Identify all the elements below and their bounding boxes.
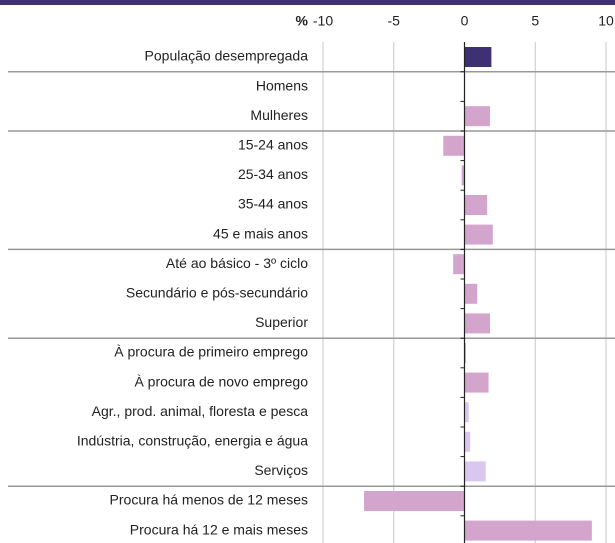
category-label: 25-34 anos	[238, 166, 308, 182]
bar	[464, 461, 486, 482]
bar	[453, 254, 465, 275]
category-label: À procura de novo emprego	[134, 373, 308, 389]
x-tick-label: 0	[461, 13, 469, 29]
x-tick-label: 10	[598, 13, 614, 29]
category-label: Serviços	[254, 462, 308, 478]
category-label: População desempregada	[145, 48, 309, 64]
bar	[464, 106, 490, 127]
category-label: 45 e mais anos	[213, 225, 308, 241]
x-tick-label: -10	[313, 13, 333, 29]
category-label: Superior	[255, 314, 308, 330]
category-label: Agr., prod. animal, floresta e pesca	[92, 403, 309, 419]
category-label: 15-24 anos	[238, 137, 308, 153]
bar	[464, 195, 488, 215]
x-tick-label: -5	[388, 13, 401, 29]
category-label: À procura de primeiro emprego	[114, 344, 308, 360]
category-label: Procura há 12 e mais meses	[130, 521, 308, 537]
category-label: 35-44 anos	[238, 196, 308, 212]
bar	[461, 165, 465, 186]
bar	[464, 431, 471, 452]
bar	[464, 343, 466, 363]
category-label: Secundário e pós-secundário	[126, 285, 308, 301]
category-label: Procura há menos de 12 meses	[110, 492, 308, 508]
bar	[464, 402, 469, 423]
bar	[443, 135, 465, 156]
category-label: Indústria, construção, energia e água	[77, 433, 308, 449]
category-label: Homens	[256, 77, 308, 93]
bar	[464, 283, 478, 304]
bar	[464, 224, 493, 245]
category-label: Mulheres	[250, 107, 308, 123]
bar	[464, 313, 490, 334]
top-band	[0, 0, 615, 5]
bar	[464, 47, 492, 67]
bar	[464, 520, 592, 541]
category-label: Até ao básico - 3º ciclo	[166, 255, 308, 271]
x-tick-label: 5	[531, 13, 539, 29]
axis-label: %	[296, 13, 309, 29]
bar	[464, 372, 489, 393]
bar	[364, 491, 465, 511]
